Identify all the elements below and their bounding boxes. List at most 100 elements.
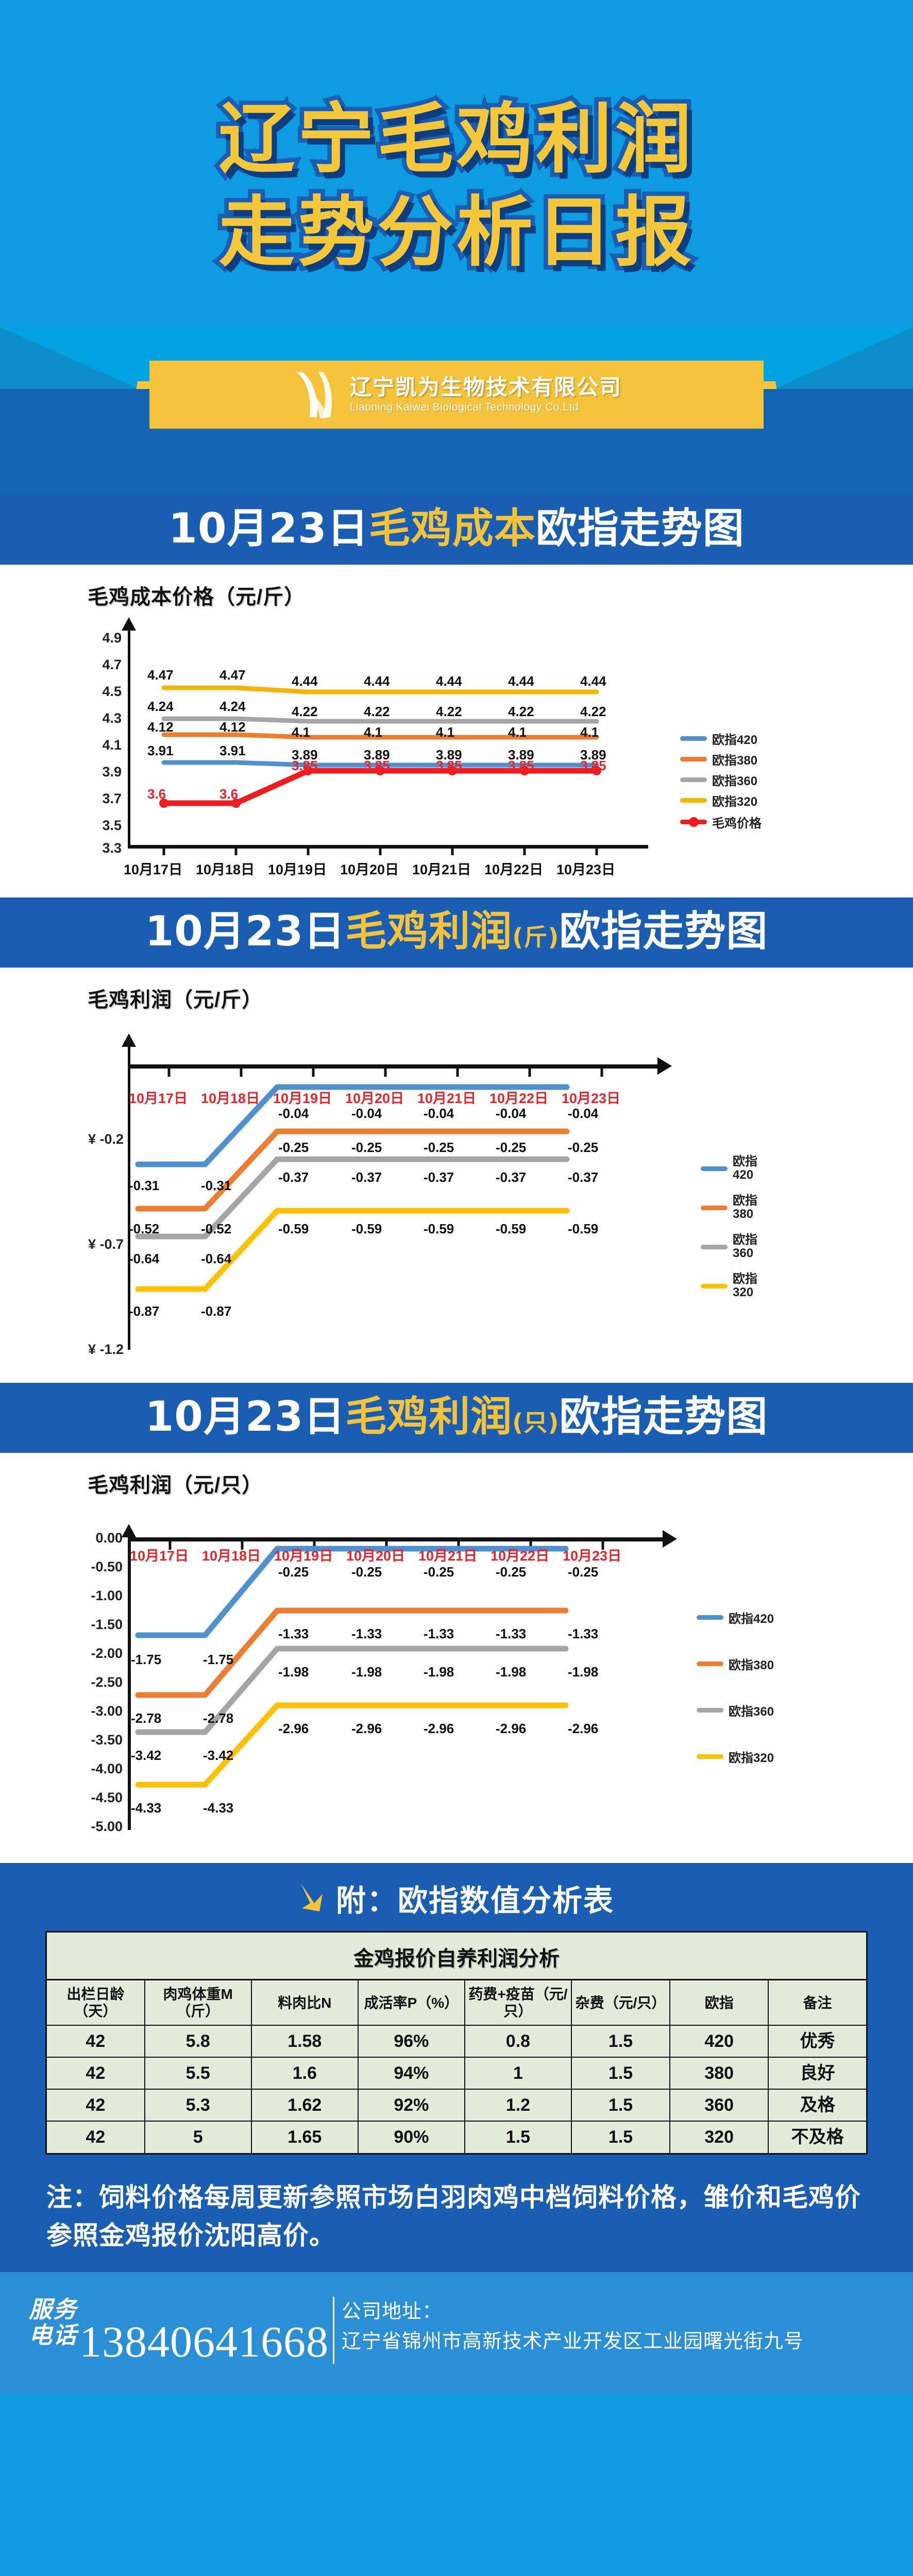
- chart-1-label-price-0: 3.6: [147, 786, 166, 802]
- section-header-profit-jin: 10月23日毛鸡利润(斤)欧指走势图: [0, 897, 913, 968]
- chart-1-xtick-4: 10月21日: [412, 862, 471, 877]
- chart-2-label-o380-6: -0.25: [568, 1140, 599, 1155]
- chart-1-ytick-4.3: 4.3: [102, 710, 122, 726]
- cell-days: 42: [45, 2057, 145, 2090]
- chart-2-label-o380-5: -0.25: [496, 1140, 527, 1155]
- cell-misc: 1.5: [570, 2121, 671, 2154]
- section-header-profit-zhi: 10月23日毛鸡利润(只)欧指走势图: [0, 1383, 913, 1453]
- chart-1-legend-o420[interactable]: 欧指420: [680, 730, 757, 748]
- chart-3-label-o320-3: -2.96: [351, 1721, 382, 1736]
- chart-1-label-o380-4: 4.1: [436, 724, 455, 740]
- legend-swatch-price-icon: [680, 817, 707, 827]
- service-phone-label-line1: 服务: [29, 2296, 78, 2323]
- chart-3-legend-o360[interactable]: 欧指360: [697, 1701, 774, 1719]
- service-phone-label-line2: 电话: [29, 2322, 78, 2348]
- chart-1-legend-label-price: 毛鸡价格: [712, 817, 762, 831]
- table-row: 42 5.5 1.6 94% 1 1.5 380 良好: [45, 2057, 868, 2090]
- chart-3-label-o360-4: -1.98: [424, 1664, 454, 1680]
- chart-2-legend-o420[interactable]: 欧指 420: [701, 1155, 757, 1182]
- legend-swatch-o360-icon: [697, 1708, 723, 1713]
- chart-2-label-o360-6: -0.37: [568, 1170, 599, 1185]
- chart-2-legend-o320[interactable]: 欧指 320: [701, 1272, 757, 1300]
- section-2-highlight: 毛鸡利润: [345, 907, 513, 955]
- chart-3-label-o380-6: -1.33: [568, 1626, 599, 1641]
- chart-3-plot: 0.00 -0.50 -1.00 -1.50 -2.00 -2.50 -3.00…: [0, 1500, 913, 1851]
- cell-ratio: 1.58: [250, 2025, 359, 2058]
- hero-corner-right: [774, 327, 913, 389]
- chart-3-title: 毛鸡利润（元/只）: [88, 1474, 263, 1497]
- attachment-label: 附：欧指数值分析表: [335, 1884, 614, 1918]
- chart-3-label-o320-0: -4.33: [131, 1800, 162, 1816]
- chart-2-label-o320-5: -0.59: [496, 1221, 527, 1236]
- chart-1-legend-o360[interactable]: 欧指360: [680, 771, 757, 789]
- cell-index: 320: [669, 2121, 769, 2154]
- legend-swatch-o380-icon: [701, 1205, 728, 1210]
- chart-1-xtick-6: 10月23日: [556, 862, 616, 877]
- chart-1-x-axis: [128, 845, 648, 849]
- chart-1-label-price-5: 3.85: [508, 758, 534, 773]
- chart-1-label-o360-1: 4.24: [219, 699, 246, 714]
- chart-3-label-o380-5: -1.33: [496, 1626, 527, 1641]
- chart-1-label-price-4: 3.85: [436, 758, 462, 773]
- chart-1-ytick-4.9: 4.9: [102, 630, 122, 646]
- service-phone-label: 服务 电话: [29, 2297, 77, 2349]
- chart-3-legend-o320[interactable]: 欧指320: [697, 1748, 774, 1766]
- chart-3-legend-o380[interactable]: 欧指380: [697, 1655, 774, 1673]
- chart-3-legend-o420[interactable]: 欧指420: [697, 1608, 774, 1626]
- chart-1-legend-o320[interactable]: 欧指320: [680, 791, 757, 809]
- section-1-suffix: 欧指走势图: [535, 504, 745, 552]
- chart-2-legend-o380[interactable]: 欧指 380: [701, 1194, 757, 1222]
- section-1-date: 10月23日: [168, 504, 369, 552]
- chart-1-legend-label-o380: 欧指380: [712, 754, 758, 768]
- cell-remark: 不及格: [768, 2121, 868, 2154]
- cell-misc: 1.5: [570, 2025, 671, 2058]
- chart-3-label-o360-5: -1.98: [496, 1664, 527, 1680]
- chart-2-legend-o360[interactable]: 欧指 360: [701, 1233, 757, 1261]
- chart-3-legend-label-o320: 欧指320: [729, 1751, 774, 1765]
- chart-2-legend-o420-t1: 欧指: [733, 1155, 757, 1168]
- chart-1-label-o360-2: 4.22: [292, 704, 318, 719]
- chart-1-label-o320-3: 4.44: [364, 673, 390, 689]
- chart-1-label-o380-2: 4.1: [292, 724, 311, 740]
- cell-misc: 1.5: [570, 2089, 671, 2122]
- cell-ratio: 1.62: [250, 2089, 359, 2122]
- chart-2-x-axis: [128, 1064, 658, 1069]
- cell-index: 360: [669, 2089, 769, 2122]
- cell-index: 420: [669, 2025, 769, 2058]
- chart-3-ytick--2.50: -2.50: [91, 1674, 123, 1690]
- chart-1-xtick-5: 10月22日: [484, 862, 544, 877]
- cell-remark: 及格: [768, 2089, 868, 2122]
- chart-1-label-o380-0: 4.12: [147, 719, 174, 735]
- chart-2-legend-label-o380: 欧指 380: [733, 1194, 757, 1222]
- chart-3-label-o360-2: -1.98: [278, 1664, 309, 1680]
- chart-1-label-o360-5: 4.22: [508, 704, 534, 719]
- chart-2-label-o380-0: -0.52: [129, 1221, 160, 1236]
- chart-3-label-o420-1: -1.75: [203, 1652, 234, 1667]
- chart-3-label-o320-1: -4.33: [203, 1800, 234, 1816]
- chart-2-label-o420-1: -0.31: [201, 1178, 232, 1193]
- section-3-highlight: 毛鸡利润: [345, 1393, 513, 1440]
- legend-swatch-o360-icon: [680, 777, 707, 782]
- cell-weight: 5.5: [144, 2057, 252, 2090]
- th-remark: 备注: [768, 1979, 868, 2026]
- chart-2-y-axis: [128, 1046, 130, 1350]
- chart-1-legend-o380[interactable]: 欧指380: [680, 750, 757, 768]
- chart-2-xtick-2: 10月19日: [273, 1091, 332, 1106]
- chart-2-label-o380-3: -0.25: [351, 1140, 382, 1155]
- footer-divider: [333, 2296, 335, 2364]
- chart-2-label-o420-5: -0.04: [496, 1106, 527, 1121]
- th-misc: 杂费（元/只）: [570, 1979, 671, 2026]
- chart-2-xtick-1: 10月18日: [201, 1091, 260, 1106]
- chart-1-label-o320-0: 4.47: [147, 667, 174, 683]
- chart-3-label-o320-4: -2.96: [424, 1721, 454, 1736]
- chart-1-legend-price[interactable]: 毛鸡价格: [680, 813, 762, 831]
- table-header-row: 出栏日龄（天） 肉鸡体重M（斤） 料肉比N 成活率P（%） 药费+疫苗（元/只）…: [45, 1979, 868, 2026]
- company-address-value: 辽宁省锦州市高新技术产业开发区工业园曙光街九号: [342, 2331, 804, 2353]
- service-phone-number[interactable]: 13840641668: [79, 2316, 329, 2366]
- chart-3-label-o420-2: -0.25: [278, 1564, 309, 1580]
- chart-3-label-o380-0: -2.78: [131, 1710, 162, 1726]
- cell-survival: 96%: [357, 2025, 465, 2058]
- chart-1-series-lines: [159, 685, 601, 855]
- chart-panel-cost: 毛鸡成本价格（元/斤） 4.9 4.7 4.5 4.3 4.1 3.9 3.7 …: [0, 565, 913, 897]
- cell-weight: 5.3: [144, 2089, 252, 2122]
